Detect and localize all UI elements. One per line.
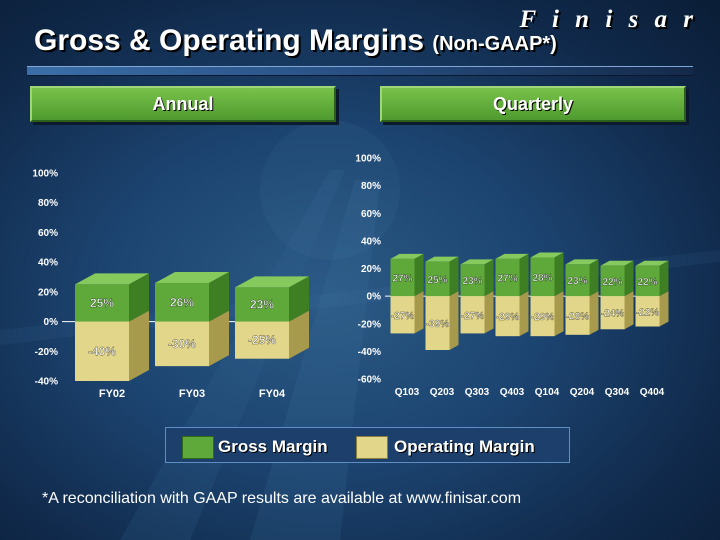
title-main: Gross & Operating Margins bbox=[34, 24, 425, 57]
legend-swatch-gross bbox=[182, 436, 214, 459]
footnote: *A reconciliation with GAAP results are … bbox=[42, 490, 522, 507]
annual-banner: Annual bbox=[30, 86, 336, 122]
brand-logo: F i n i s a r bbox=[519, 6, 698, 33]
title-sub: (Non-GAAP*) bbox=[432, 33, 557, 55]
legend-swatch-operating bbox=[356, 436, 388, 459]
page-title: Gross & Operating Margins (Non-GAAP*) bbox=[34, 24, 557, 58]
legend-label-gross: Gross Margin bbox=[218, 437, 328, 456]
title-rule bbox=[27, 66, 693, 76]
chart-legend: Gross Margin Operating Margin bbox=[165, 427, 570, 463]
quarterly-banner: Quarterly bbox=[380, 86, 686, 122]
legend-label-operating: Operating Margin bbox=[394, 437, 535, 456]
